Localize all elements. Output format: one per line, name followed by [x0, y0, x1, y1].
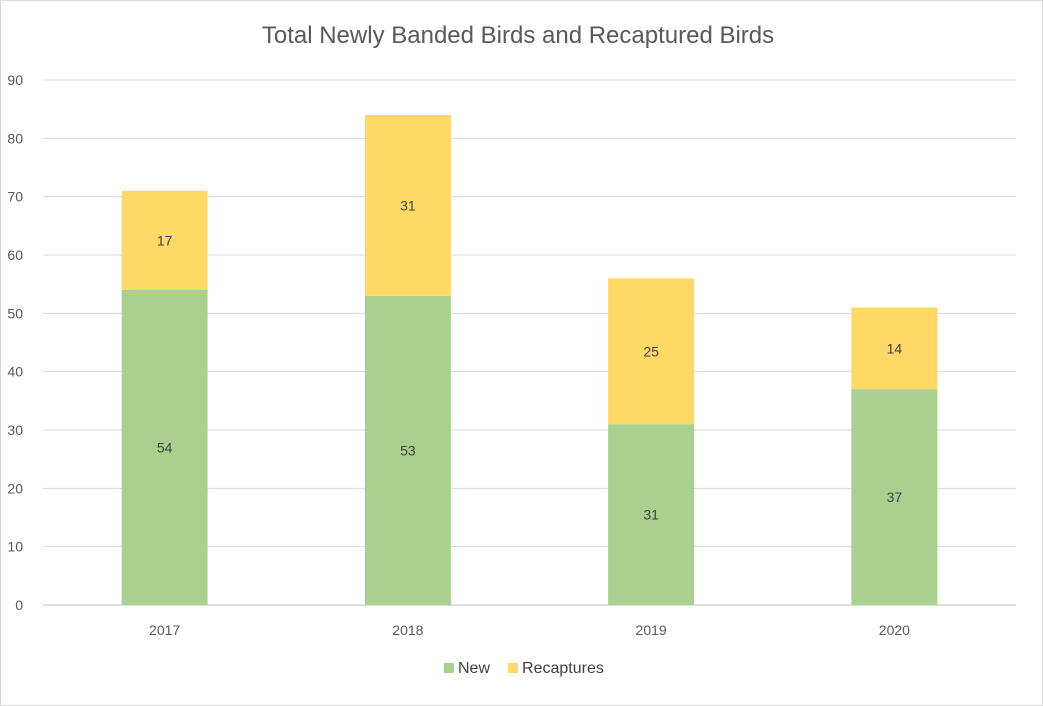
bars — [121, 115, 938, 605]
y-tick-label: 50 — [7, 305, 23, 321]
data-label: 31 — [400, 197, 416, 213]
y-tick-label: 90 — [7, 72, 23, 88]
data-label: 31 — [643, 507, 659, 523]
y-axis: 0 10 20 30 40 50 60 70 80 90 — [7, 72, 23, 613]
data-labels: 54 17 53 31 31 25 37 14 — [157, 197, 903, 522]
bar-new-2019 — [608, 424, 695, 605]
bar-new-2020 — [851, 389, 938, 605]
bar-new-2018 — [364, 295, 451, 605]
bar-recaptures-2018 — [364, 115, 451, 296]
y-tick-label: 20 — [7, 480, 23, 496]
y-tick-label: 80 — [7, 130, 23, 146]
x-tick-label: 2019 — [636, 622, 667, 638]
bar-recaptures-2020 — [851, 307, 938, 390]
data-label: 14 — [887, 340, 903, 356]
y-tick-label: 40 — [7, 364, 23, 380]
data-label: 25 — [643, 343, 659, 359]
x-tick-label: 2017 — [149, 622, 180, 638]
y-tick-label: 30 — [7, 422, 23, 438]
data-label: 17 — [157, 232, 173, 248]
y-tick-label: 70 — [7, 189, 23, 205]
x-axis: 2017 2018 2019 2020 — [149, 622, 910, 638]
data-label: 54 — [157, 440, 173, 456]
data-label: 53 — [400, 442, 416, 458]
bar-recaptures-2017 — [121, 190, 208, 290]
data-label: 37 — [887, 489, 903, 505]
bar-recaptures-2019 — [608, 278, 695, 425]
y-tick-label: 0 — [15, 597, 23, 613]
legend-swatch-recaptures — [508, 663, 519, 673]
y-tick-label: 60 — [7, 247, 23, 263]
legend-label-recaptures: Recaptures — [522, 660, 604, 677]
bar-new-2017 — [121, 290, 208, 605]
chart-title: Total Newly Banded Birds and Recaptured … — [262, 22, 774, 49]
legend: New Recaptures — [444, 660, 604, 677]
x-tick-label: 2020 — [879, 622, 910, 638]
legend-label-new: New — [458, 660, 490, 677]
y-tick-label: 10 — [7, 539, 23, 555]
x-tick-label: 2018 — [392, 622, 423, 638]
legend-swatch-new — [444, 663, 454, 673]
